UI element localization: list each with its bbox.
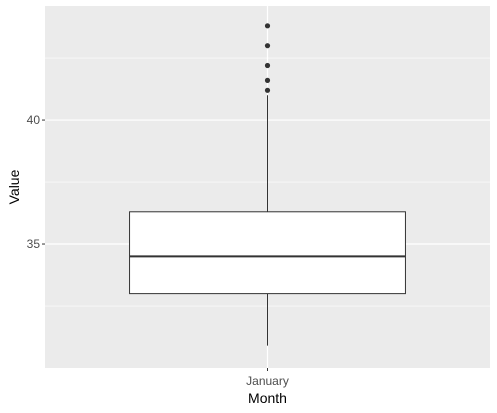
y-tick-label: 40 bbox=[27, 113, 41, 127]
box-iqr bbox=[129, 211, 406, 295]
boxes-layer bbox=[129, 23, 406, 346]
x-axis-title: Month bbox=[248, 390, 287, 406]
y-axis-ticks: 35 40 bbox=[27, 113, 45, 251]
y-axis-title: Value bbox=[6, 169, 22, 204]
x-axis-ticks: January bbox=[246, 368, 289, 388]
outlier-point bbox=[264, 77, 271, 83]
y-tick-label: 35 bbox=[27, 237, 41, 251]
x-tick-label: January bbox=[246, 374, 289, 388]
outlier-point bbox=[264, 23, 271, 29]
outlier-point bbox=[264, 87, 271, 93]
outlier-point bbox=[264, 62, 271, 69]
outlier-point bbox=[264, 43, 271, 49]
